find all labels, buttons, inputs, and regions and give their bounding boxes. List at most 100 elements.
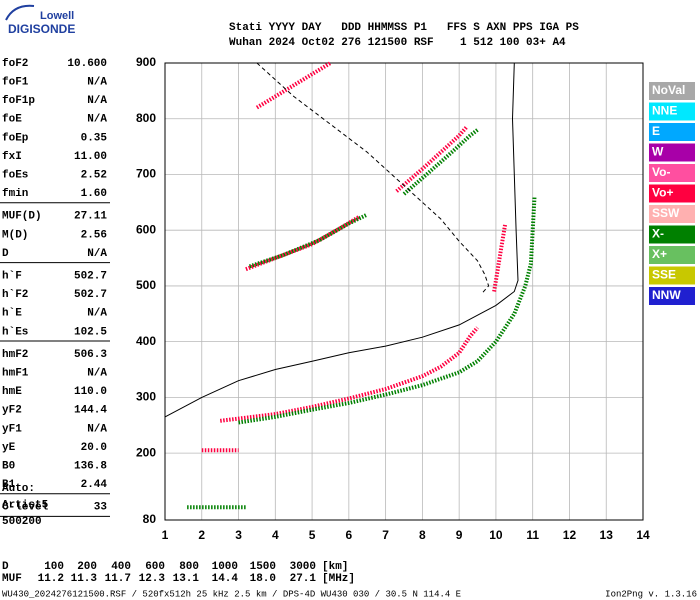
legend-label: X- — [652, 227, 664, 241]
legend-swatch — [649, 164, 695, 182]
muf-value: 12.3 — [139, 573, 166, 585]
param-label: B0 — [2, 461, 15, 473]
param-label: fxI — [2, 151, 22, 163]
legend-label: SSW — [652, 206, 680, 220]
param-value: 11.00 — [74, 151, 107, 163]
muf-value: 11.3 — [71, 573, 98, 585]
legend-label: NNW — [652, 288, 681, 302]
legend-swatch — [649, 205, 695, 223]
param-value: 2.44 — [81, 479, 108, 491]
legend-label: X+ — [652, 247, 667, 261]
x-tick-label: 9 — [456, 528, 463, 542]
x-tick-label: 4 — [272, 528, 279, 542]
footer-version: Ion2Png v. 1.3.16 — [605, 589, 697, 599]
param-value: 102.5 — [74, 326, 107, 338]
param-label: foF1 — [2, 77, 29, 89]
x-tick-label: 13 — [600, 528, 614, 542]
param-label: D — [2, 248, 9, 260]
legend-label: Vo- — [652, 165, 670, 179]
legend-label: E — [652, 124, 660, 138]
header-columns: Stati YYYY DAY DDD HHMMSS P1 FFS S AXN P… — [229, 22, 579, 34]
x-tick-label: 5 — [309, 528, 316, 542]
muf-unit: [MHz] — [322, 573, 355, 585]
legend-swatch — [649, 143, 695, 162]
auto-text: Auto: — [2, 483, 35, 495]
trace — [248, 212, 369, 269]
x-tick-label: 6 — [346, 528, 353, 542]
param-label: foEp — [2, 132, 29, 144]
param-label: hmE — [2, 386, 22, 398]
legend-swatch — [649, 287, 695, 305]
legend-label: W — [652, 145, 664, 159]
legend-label: NoVal — [652, 83, 685, 97]
muf-value: 27.1 — [290, 573, 317, 585]
muf-distance: 200 — [77, 561, 97, 573]
y-tick-label: 500 — [136, 278, 156, 292]
legend-swatch — [649, 184, 695, 203]
trace — [219, 326, 480, 423]
param-value: N/A — [87, 114, 107, 126]
muf-distance: 1500 — [250, 561, 276, 573]
x-tick-label: 11 — [526, 528, 539, 542]
y-tick-label: 600 — [136, 222, 156, 236]
param-label: foE — [2, 114, 22, 126]
muf-value: 11.2 — [38, 573, 64, 585]
param-label: hmF1 — [2, 368, 29, 380]
legend-swatch — [649, 266, 695, 285]
param-value: 1.60 — [81, 188, 107, 200]
muf-value: 11.7 — [105, 573, 131, 585]
param-label: MUF(D) — [2, 211, 42, 223]
y-tick-label: 800 — [136, 111, 156, 125]
legend-swatch — [649, 123, 695, 141]
param-value: 33 — [94, 502, 108, 514]
logo-arc — [5, 4, 35, 21]
param-label: foF2 — [2, 58, 28, 70]
y-tick-label: 400 — [136, 334, 156, 348]
param-label: yF2 — [2, 405, 22, 417]
footer-file: WU430_2024276121500.RSF / 520fx512h 25 k… — [2, 589, 461, 599]
x-tick-label: 3 — [235, 528, 242, 542]
y-tick-label: 700 — [136, 167, 156, 181]
trace — [395, 125, 469, 193]
trace — [492, 224, 508, 292]
trace — [245, 214, 361, 272]
legend-label: Vo+ — [652, 186, 673, 200]
trace — [255, 61, 332, 110]
param-value: 502.7 — [74, 271, 107, 283]
muf-distance: 600 — [145, 561, 165, 573]
param-value: 0.35 — [81, 132, 108, 144]
param-value: N/A — [87, 95, 107, 107]
param-label: foEs — [2, 170, 28, 182]
muf-curve — [256, 62, 490, 295]
auto-text: 500200 — [2, 516, 42, 528]
param-label: yF1 — [2, 423, 22, 435]
param-value: N/A — [87, 423, 107, 435]
param-value: N/A — [87, 368, 107, 380]
param-label: h`Es — [2, 326, 28, 338]
muf-d-label: D — [2, 561, 9, 573]
trace — [238, 196, 537, 425]
header-values: Wuhan 2024 Oct02 276 121500 RSF 1 512 10… — [229, 37, 566, 49]
x-tick-label: 7 — [382, 528, 389, 542]
param-value: 10.600 — [67, 58, 107, 70]
x-tick-label: 14 — [636, 528, 650, 542]
muf-distance: 1000 — [212, 561, 238, 573]
legend-swatch — [649, 225, 695, 244]
muf-label: MUF — [2, 573, 22, 585]
profile-line — [164, 62, 519, 418]
x-tick-label: 8 — [419, 528, 426, 542]
param-label: h`F2 — [2, 289, 28, 301]
param-label: foF1p — [2, 95, 35, 107]
muf-distance: 3000 — [290, 561, 316, 573]
param-value: 136.8 — [74, 461, 107, 473]
legend-swatch — [649, 102, 695, 121]
muf-value: 18.0 — [250, 573, 276, 585]
param-value: N/A — [87, 308, 107, 320]
param-value: 2.52 — [81, 170, 107, 182]
muf-value: 13.1 — [173, 573, 200, 585]
trace — [402, 128, 479, 196]
param-value: 27.11 — [74, 211, 107, 223]
param-label: B1 — [2, 479, 16, 491]
logo-text: Lowell — [40, 10, 74, 22]
